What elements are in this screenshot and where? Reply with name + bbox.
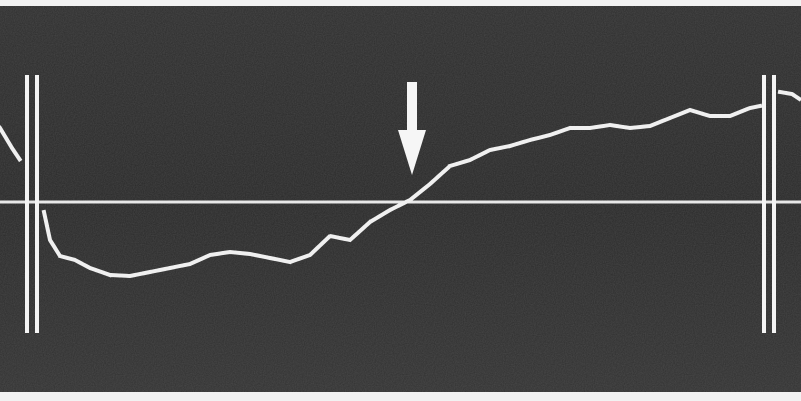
page: (() => { const data = JSON.parse(documen… — [0, 0, 801, 401]
scope-screenshot — [0, 0, 801, 401]
right-cursor-bar — [762, 75, 766, 333]
top-border — [0, 0, 801, 6]
right-cursor-bar — [772, 75, 776, 333]
left-cursor-bar — [25, 75, 29, 333]
bottom-border — [0, 392, 801, 401]
left-cursor-bar — [35, 75, 39, 333]
